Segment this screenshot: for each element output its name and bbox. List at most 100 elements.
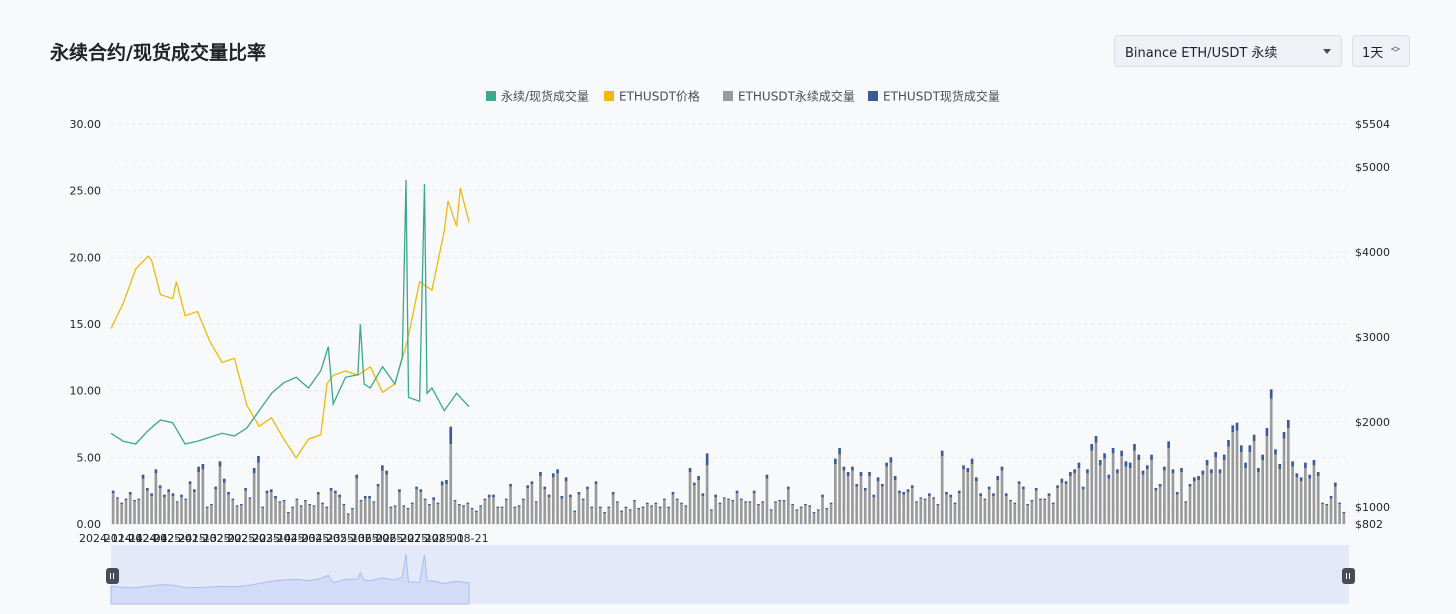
spot-volume-bar <box>936 504 940 506</box>
zoom-handle[interactable] <box>1342 568 1355 584</box>
perp-volume-bar <box>342 505 346 524</box>
perp-volume-bar <box>1188 486 1192 524</box>
spot-volume-bar <box>470 508 474 510</box>
spot-volume-bar <box>1210 469 1213 474</box>
perp-volume-bar <box>1069 476 1072 524</box>
x-tick-label: 2024-11-14 <box>79 532 143 545</box>
perp-volume-bar <box>154 473 158 524</box>
perp-volume-bar <box>509 486 512 524</box>
spot-volume-bar <box>398 489 401 492</box>
perp-volume-bar <box>949 497 953 524</box>
spot-volume-bar <box>1073 469 1076 474</box>
spot-volume-bar <box>346 513 350 515</box>
spot-volume-bar <box>1205 460 1209 466</box>
spot-volume-bar <box>269 489 273 492</box>
perp-volume-bar <box>295 500 299 524</box>
spot-volume-bar <box>436 502 440 504</box>
perp-volume-bar <box>1299 481 1303 524</box>
zoom-handle[interactable] <box>106 568 119 584</box>
spot-volume-bar <box>748 501 752 503</box>
spot-volume-bar <box>128 492 132 495</box>
spot-volume-bar <box>996 476 1000 480</box>
spot-volume-bar <box>812 512 816 514</box>
perp-volume-bar <box>1073 473 1076 524</box>
spot-volume-bar <box>316 492 320 495</box>
perp-volume-bar <box>517 506 521 524</box>
spot-volume-bar <box>1214 452 1217 458</box>
perp-volume-bar <box>329 490 333 524</box>
perp-volume-bar <box>996 480 1000 524</box>
perp-volume-bar <box>983 500 987 524</box>
spot-volume-bar <box>1218 469 1222 474</box>
spot-volume-bar <box>274 496 277 499</box>
perp-volume-bar <box>816 510 820 524</box>
spot-volume-bar <box>1004 493 1008 496</box>
spot-volume-bar <box>1291 461 1294 467</box>
perp-volume-bar <box>274 498 277 524</box>
spot-volume-bar <box>573 510 576 512</box>
spot-volume-bar <box>915 501 918 503</box>
market-select[interactable]: Binance ETH/USDT 永续 <box>1114 35 1342 67</box>
spot-volume-bar <box>1158 484 1162 487</box>
perp-volume-bar <box>496 508 500 524</box>
spot-volume-bar <box>180 494 183 498</box>
perp-volume-bar <box>316 494 320 524</box>
chevron-down-icon <box>1323 48 1331 54</box>
spot-volume-bar <box>197 466 200 472</box>
spot-volume-bar <box>1069 472 1072 476</box>
spot-volume-bar <box>299 505 303 507</box>
perp-volume-bar <box>406 509 410 524</box>
perp-volume-bar <box>1133 450 1136 524</box>
spot-volume-bar <box>257 456 260 463</box>
x-tick-label: 2025-03-14 <box>227 532 291 545</box>
spot-volume-bar <box>628 509 632 511</box>
perp-volume-bar <box>180 497 183 524</box>
spot-volume-bar <box>325 506 329 508</box>
spot-volume-bar <box>560 496 564 499</box>
spot-volume-bar <box>167 489 171 492</box>
perp-volume-bar <box>701 496 705 524</box>
perp-volume-bar <box>1252 441 1256 524</box>
legend-swatch <box>723 91 733 101</box>
perp-volume-bar <box>1304 468 1307 524</box>
y-left-tick-label: 30.00 <box>70 118 102 131</box>
legend-label: ETHUSDT永续成交量 <box>738 89 855 104</box>
perp-volume-bar <box>633 501 636 524</box>
spot-volume-bar <box>744 501 747 503</box>
spot-volume-bar <box>175 501 179 503</box>
spot-volume-bar <box>1056 485 1059 488</box>
perp-volume-bar <box>530 484 534 524</box>
spot-volume-bar <box>962 465 965 470</box>
perp-volume-bar <box>299 506 303 524</box>
perp-volume-bar <box>124 500 128 524</box>
perp-volume-bar <box>697 480 700 524</box>
perp-volume-bar <box>1192 481 1196 524</box>
spot-volume-bar <box>338 494 341 498</box>
spot-volume-bar <box>714 494 718 498</box>
perp-volume-bar <box>534 502 538 524</box>
spot-volume-bar <box>692 482 696 486</box>
interval-select[interactable]: 1天 ︿ ﹀ <box>1352 35 1410 67</box>
spot-volume-bar <box>415 486 418 490</box>
spot-volume-bar <box>312 505 316 507</box>
perp-volume-bar <box>834 464 837 524</box>
perp-volume-bar <box>757 505 760 524</box>
perp-volume-bar <box>445 484 448 524</box>
perp-volume-bar <box>287 513 290 524</box>
spot-volume-bar <box>1107 474 1111 479</box>
perp-volume-bar <box>778 501 782 524</box>
perp-volume-bar <box>1141 474 1145 524</box>
spot-volume-bar <box>522 498 525 500</box>
spot-volume-bar <box>150 493 153 496</box>
perp-volume-bar <box>799 508 803 524</box>
spot-volume-bar <box>855 484 859 487</box>
perp-volume-bar <box>714 497 718 524</box>
perp-volume-bar <box>398 492 401 524</box>
perp-volume-bar <box>829 504 833 524</box>
x-tick-label: 2025-08-01 <box>400 532 464 545</box>
spot-volume-bar <box>1338 502 1341 504</box>
zoom-slider[interactable] <box>106 545 1355 605</box>
spot-volume-bar <box>765 474 769 479</box>
perp-volume-bar <box>470 509 474 524</box>
perp-volume-bar <box>257 462 260 524</box>
